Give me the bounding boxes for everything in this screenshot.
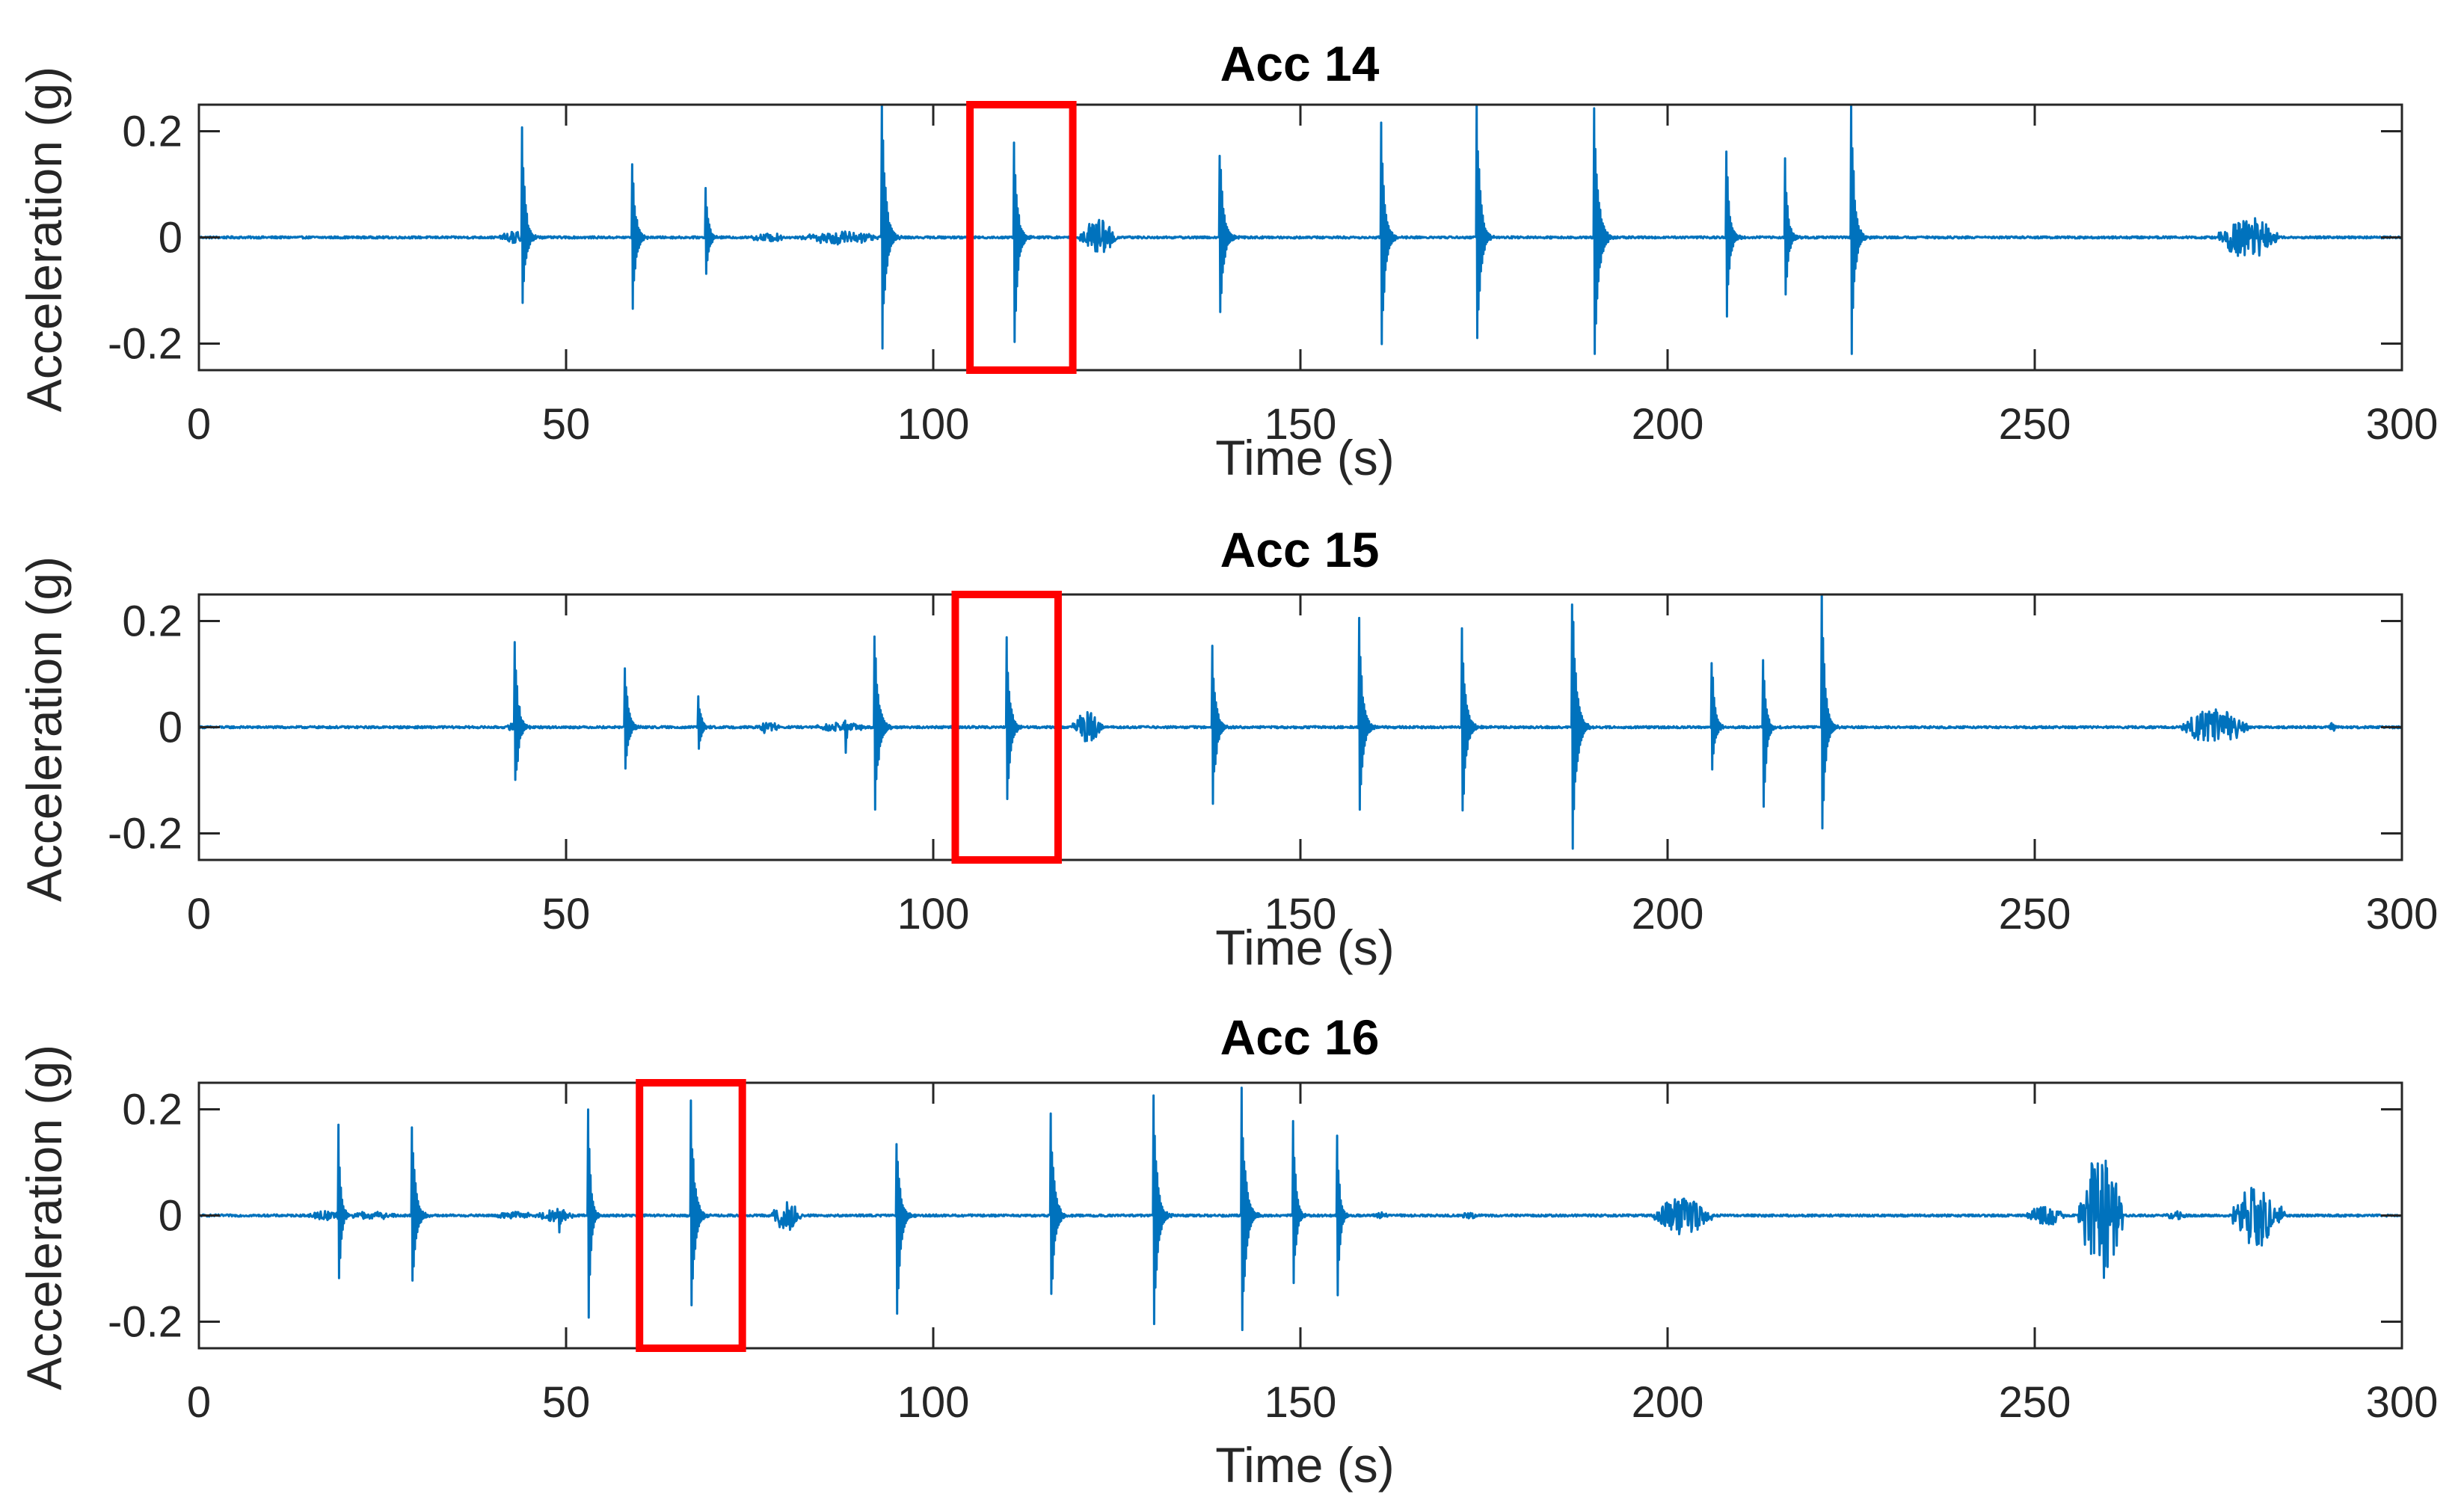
highlight-box [951, 591, 1062, 864]
signal-line [199, 594, 2402, 850]
x-tick-label: 300 [2366, 400, 2439, 449]
chart-title: Acc 16 [1220, 1009, 1380, 1065]
x-tick-label: 100 [897, 1378, 970, 1427]
y-tick-label: 0 [159, 704, 182, 752]
x-tick-label: 150 [1265, 890, 1337, 938]
x-tick-label: 50 [542, 400, 591, 449]
x-tick-label: 100 [897, 890, 970, 938]
x-tick-label: 0 [187, 890, 211, 938]
y-tick-label: 0 [159, 1192, 182, 1241]
x-tick-label: 100 [897, 400, 970, 449]
y-tick-label: -0.2 [108, 810, 182, 858]
x-axis-label: Time (s) [1215, 1437, 1395, 1493]
y-tick-label: 0.2 [122, 597, 182, 646]
x-tick-label: 150 [1265, 400, 1337, 449]
x-tick-label: 50 [542, 890, 591, 938]
chart-title: Acc 15 [1220, 522, 1380, 577]
panel-acc-14: Acc 14 Acceleration (g) Time (s) 0 50 100 1… [16, 36, 2438, 485]
x-tick-label: 200 [1632, 400, 1704, 449]
highlight-box [966, 101, 1077, 374]
x-axis-label: Time (s) [1215, 430, 1395, 485]
x-tick-label: 150 [1265, 1378, 1337, 1427]
chart-title: Acc 14 [1220, 36, 1380, 91]
x-tick-label: 300 [2366, 890, 2439, 938]
y-axis-label: Acceleration (g) [16, 67, 72, 412]
y-tick-label: 0.2 [122, 108, 182, 156]
x-tick-label: 250 [1999, 400, 2071, 449]
y-tick-label: -0.2 [108, 1298, 182, 1347]
x-axis-label: Time (s) [1215, 920, 1395, 975]
x-tick-label: 250 [1999, 890, 2071, 938]
panel-acc-15: Acc 15 Acceleration (g) Time (s) 0 50 100 1… [16, 522, 2438, 975]
plot-area: 0 50 100 150 200 250 300-0.200.2 [108, 101, 2439, 449]
y-axis-label: Acceleration (g) [16, 1045, 72, 1390]
plot-area: 0 50 100 150 200 250 300-0.200.2 [108, 1079, 2439, 1427]
x-tick-label: 0 [187, 400, 211, 449]
y-axis-label: Acceleration (g) [16, 556, 72, 902]
panel-acc-16: Acc 16 Acceleration (g) Time (s) 0 50 100 1… [16, 1009, 2438, 1493]
highlight-box [636, 1079, 746, 1352]
x-tick-label: 200 [1632, 1378, 1704, 1427]
signal-line [199, 1087, 2402, 1332]
x-tick-label: 0 [187, 1378, 211, 1427]
y-tick-label: -0.2 [108, 320, 182, 369]
x-tick-label: 300 [2366, 1378, 2439, 1427]
x-tick-label: 200 [1632, 890, 1704, 938]
y-tick-label: 0 [159, 214, 182, 262]
plot-area: 0 50 100 150 200 250 300-0.200.2 [108, 591, 2439, 938]
y-tick-label: 0.2 [122, 1086, 182, 1134]
x-tick-label: 50 [542, 1378, 591, 1427]
x-tick-label: 250 [1999, 1378, 2071, 1427]
signal-line [199, 105, 2402, 355]
